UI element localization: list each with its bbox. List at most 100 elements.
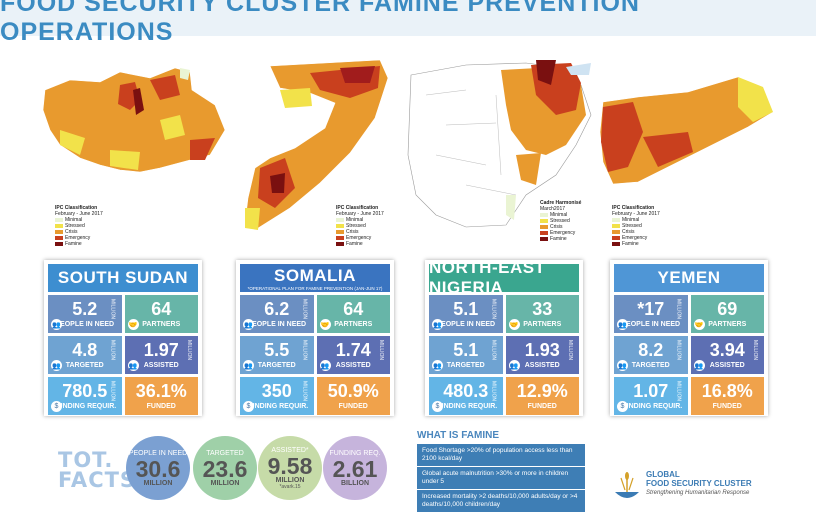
legend-swatch: [540, 237, 548, 241]
people-icon: 👥: [693, 360, 705, 371]
people-icon: 👥: [617, 360, 628, 371]
legend-item: Stressed: [612, 223, 660, 229]
people-in-need-tile: 👥 *17 MILLION PEOPLE IN NEED: [614, 295, 688, 333]
targeted-tile: 👥 5.1 MILLION TARGETED: [429, 336, 503, 374]
legend-label: Stressed: [622, 223, 642, 229]
targeted-value: 5.1: [453, 340, 479, 360]
legend-swatch: [612, 230, 620, 234]
legend-label: Famine: [65, 241, 82, 247]
bubble-value: 23.6: [202, 455, 248, 482]
legend-title: IPC Classification: [612, 205, 655, 211]
funded-label: FUNDED: [712, 403, 742, 410]
unit-label: MILLION: [675, 381, 682, 402]
people-icon: 👥: [51, 319, 62, 330]
people-icon: 👥: [319, 360, 331, 371]
targeted-tile: 👥 8.2 MILLION TARGETED: [614, 336, 688, 374]
money-bag-icon: $: [243, 401, 254, 412]
bubble-funding-req: FUNDING REQ. 2.61 BILLION: [323, 436, 387, 500]
legend-period: February - June 2017: [55, 211, 103, 217]
unit-label: MILLION: [301, 381, 308, 402]
people-icon: 👥: [243, 319, 254, 330]
legend-swatch: [55, 218, 63, 222]
legend-item: Famine: [540, 236, 581, 242]
money-bag-icon: $: [51, 401, 62, 412]
yemen-map: [599, 76, 774, 185]
assisted-label: ASSISTED: [709, 362, 745, 369]
card-header: YEMEN: [614, 264, 764, 292]
legend-label: Emergency: [65, 235, 91, 241]
assisted-tile: 👥 3.94 MILLION ASSISTED: [690, 336, 764, 374]
unit-label: MILLION: [567, 340, 573, 361]
partners-value: 69: [717, 299, 738, 319]
people-in-need-value: 6.2: [264, 299, 290, 319]
funding-label: FUNDING REQUIR.: [245, 403, 309, 410]
partners-tile: 🤝 33 PARTNERS: [505, 295, 579, 333]
famine-criterion: Increased mortality >2 deaths/10,000 adu…: [417, 490, 585, 512]
legend-item: Stressed: [540, 218, 581, 224]
people-in-need-value: 5.2: [72, 299, 98, 319]
legend-swatch: [55, 236, 63, 240]
targeted-tile: 👥 5.5 MILLION TARGETED: [240, 336, 314, 374]
nigeria-map: [407, 60, 592, 228]
funding-label: FUNDING REQUIR.: [434, 403, 498, 410]
people-in-need-tile: 👥 5.2 MILLION PEOPLE IN NEED: [48, 295, 122, 333]
what-is-famine-box: WHAT IS FAMINE Food Shortage >20% of pop…: [417, 430, 585, 513]
legend-label: Famine: [346, 241, 363, 247]
legend-title: IPC Classification: [55, 205, 98, 211]
unit-label: MILLION: [109, 381, 116, 402]
unit-label: MILLION: [186, 340, 192, 361]
targeted-label: TARGETED: [631, 362, 670, 369]
legend-item: Crisis: [540, 224, 581, 230]
logo-line-1: GLOBAL: [646, 470, 680, 479]
people-in-need-value: 5.1: [453, 299, 479, 319]
people-icon: 👥: [617, 319, 628, 330]
partners-label: PARTNERS: [523, 321, 562, 328]
legend-item: Famine: [612, 241, 660, 247]
tot-facts-heading: TOT. FACTS: [58, 448, 137, 492]
unit-label: MILLION: [378, 340, 384, 361]
legend-swatch: [336, 242, 344, 246]
funding-value: 780.5: [62, 381, 108, 401]
page-title: FOOD SECURITY CLUSTER FAMINE PREVENTION …: [0, 0, 640, 46]
assisted-tile: 👥 1.74 MILLION ASSISTED: [316, 336, 390, 374]
assisted-tile: 👥 1.93 MILLION ASSISTED: [505, 336, 579, 374]
people-icon: 👥: [243, 360, 254, 371]
bubble-unit: MILLION: [210, 479, 240, 487]
stats-grid: 👥 6.2 MILLION PEOPLE IN NEED 🤝 64 PARTNERS 👥 5…: [240, 295, 390, 415]
legend-south-sudan: IPC Classification February - June 2017 …: [55, 205, 103, 247]
bubble-value: 2.61: [332, 455, 378, 482]
legend-label: Crisis: [622, 229, 635, 235]
legend-label: Crisis: [346, 229, 359, 235]
famine-criterion: Food Shortage >20% of population access …: [417, 444, 585, 466]
unit-label: MILLION: [490, 381, 497, 402]
funded-label: FUNDED: [527, 403, 557, 410]
card-header: SOMALIA *OPERATIONAL PLAN FOR FAMINE PRE…: [240, 264, 390, 292]
handshake-icon: 🤝: [693, 319, 705, 330]
legend-item: Minimal: [540, 212, 581, 218]
unit-label: MILLION: [490, 340, 497, 361]
country-name: SOUTH SUDAN: [57, 268, 189, 287]
funded-value: 12.9%: [516, 381, 568, 401]
legend-swatch: [540, 231, 548, 235]
legend-label: Minimal: [346, 217, 364, 223]
legend-period: February - June 2017: [612, 211, 660, 217]
legend-label: Stressed: [65, 223, 85, 229]
bubble-targeted: TARGETED 23.6 MILLION: [193, 436, 257, 500]
targeted-label: TARGETED: [257, 362, 296, 369]
partners-label: PARTNERS: [708, 321, 747, 328]
country-name: SOMALIA: [274, 265, 356, 285]
people-icon: 👥: [51, 360, 62, 371]
people-in-need-label: PEOPLE IN NEED: [55, 321, 115, 328]
partners-label: PARTNERS: [142, 321, 181, 328]
handshake-icon: 🤝: [127, 319, 139, 330]
bubble-assisted: ASSISTED* 9.58 MILLION *avark.15: [258, 436, 322, 500]
legend-label: Emergency: [346, 235, 372, 241]
targeted-value: 4.8: [72, 340, 98, 360]
partners-tile: 🤝 69 PARTNERS: [690, 295, 764, 333]
bubble-unit: MILLION: [275, 476, 305, 484]
legend-label: Stressed: [346, 223, 366, 229]
funding-label: FUNDING REQUIR.: [53, 403, 117, 410]
legend-yemen: IPC Classification February - June 2017 …: [612, 205, 660, 247]
bubble-label: TARGETED: [206, 449, 244, 457]
stats-grid: 👥 5.1 MILLION PEOPLE IN NEED 🤝 33 PARTNERS 👥 5…: [429, 295, 579, 415]
